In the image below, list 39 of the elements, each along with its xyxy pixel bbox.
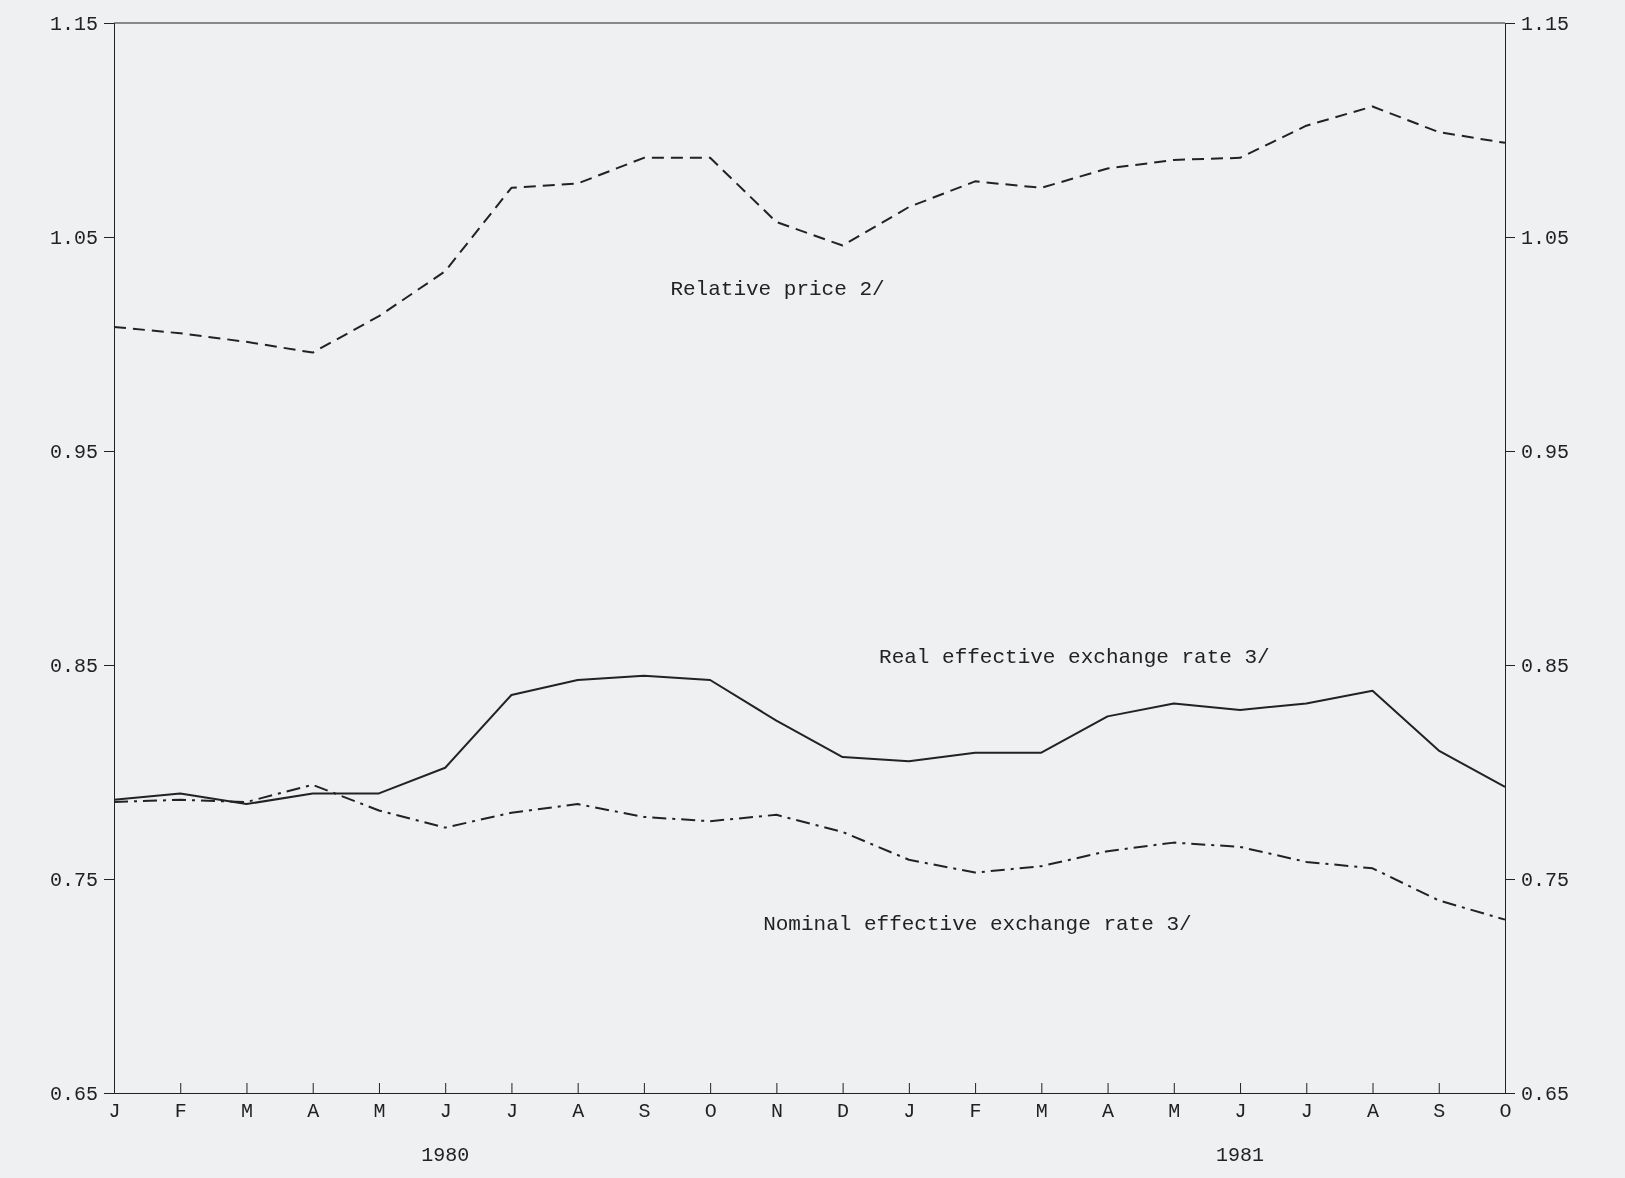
y-tick-label: 0.65 bbox=[49, 1082, 98, 1106]
y-tick-label: 1.05 bbox=[49, 226, 98, 250]
y-tick-label: 0.75 bbox=[49, 868, 98, 892]
y-tick-label: 0.95 bbox=[49, 440, 98, 464]
series-label: Real effective exchange rate 3/ bbox=[879, 645, 1270, 669]
x-tick-label: J bbox=[903, 1100, 916, 1124]
x-tick-label: O bbox=[704, 1100, 717, 1124]
x-tick-label: A bbox=[572, 1100, 585, 1124]
x-tick-label: M bbox=[373, 1100, 386, 1124]
y2-tick-label: 0.65 bbox=[1521, 1082, 1570, 1106]
x-tick-label: J bbox=[439, 1100, 452, 1124]
x-tick-label: D bbox=[837, 1100, 850, 1124]
y2-tick-label: 1.05 bbox=[1521, 226, 1570, 250]
y2-tick-label: 0.85 bbox=[1521, 654, 1570, 678]
x-tick-label: M bbox=[1035, 1100, 1048, 1124]
text: Nominal effective exchange rate 3/ bbox=[763, 913, 1192, 937]
y2-tick-label: 0.75 bbox=[1521, 868, 1570, 892]
x-tick-label: F bbox=[174, 1100, 187, 1124]
x-tick-label: J bbox=[505, 1100, 518, 1124]
x-tick-label: S bbox=[638, 1100, 651, 1124]
x-tick-label: S bbox=[1433, 1100, 1446, 1124]
x-tick-label: A bbox=[307, 1100, 320, 1124]
x-tick-label: M bbox=[240, 1100, 253, 1124]
y2-tick-label: 0.95 bbox=[1521, 440, 1570, 464]
x-tick-label: J bbox=[108, 1100, 121, 1124]
x-tick-label: A bbox=[1367, 1100, 1380, 1124]
y-tick-label: 1.15 bbox=[49, 12, 98, 36]
x-tick-label: O bbox=[1499, 1100, 1512, 1124]
x-tick-label: J bbox=[1234, 1100, 1247, 1124]
x-tick-label: J bbox=[1300, 1100, 1313, 1124]
text: 1980 bbox=[421, 1144, 470, 1167]
x-tick-label: F bbox=[969, 1100, 982, 1124]
text: Relative price 2/ bbox=[670, 277, 885, 301]
x-tick-label: M bbox=[1168, 1100, 1181, 1124]
y2-tick-label: 1.15 bbox=[1521, 12, 1570, 36]
text: 1981 bbox=[1216, 1144, 1265, 1167]
x-tick-label: A bbox=[1102, 1100, 1115, 1124]
y-tick-label: 0.85 bbox=[49, 654, 98, 678]
x-tick-label: N bbox=[770, 1100, 783, 1124]
